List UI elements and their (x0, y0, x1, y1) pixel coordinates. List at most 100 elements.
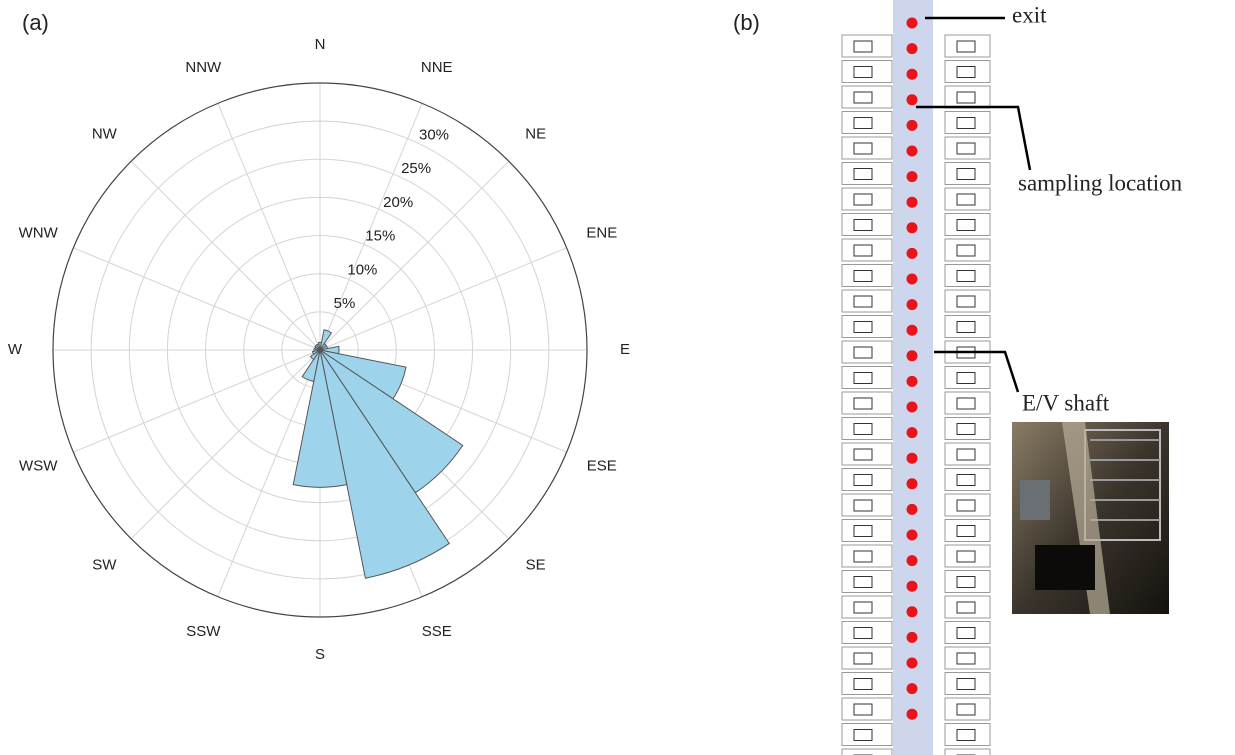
window (957, 679, 975, 690)
window (957, 169, 975, 180)
window (854, 194, 872, 205)
window (854, 296, 872, 307)
floor (842, 392, 892, 414)
direction-label: NW (92, 125, 118, 142)
floor (945, 418, 990, 440)
floor (842, 137, 892, 159)
sampling-point (907, 350, 918, 361)
sampling-point (907, 658, 918, 669)
window (854, 347, 872, 358)
grid-spoke (320, 161, 509, 350)
sampling-point (907, 581, 918, 592)
r-tick-label: 10% (347, 261, 377, 278)
floor (842, 290, 892, 312)
direction-label: SE (526, 557, 546, 574)
window (854, 679, 872, 690)
window (957, 526, 975, 537)
sampling-point (907, 43, 918, 54)
floor (842, 698, 892, 720)
direction-label: ESE (587, 458, 617, 475)
window (854, 398, 872, 409)
floor (945, 163, 990, 185)
r-tick-label: 20% (383, 194, 413, 211)
window (957, 398, 975, 409)
floor (842, 571, 892, 593)
sampling-point (907, 120, 918, 131)
window (957, 118, 975, 129)
sampling-point (907, 555, 918, 566)
window (854, 424, 872, 435)
sampling-point (907, 504, 918, 515)
floor (945, 188, 990, 210)
window (957, 92, 975, 103)
window (957, 67, 975, 78)
sampling-point (907, 453, 918, 464)
floor (842, 596, 892, 618)
floor (842, 724, 892, 746)
window (854, 271, 872, 282)
sampling-point (907, 376, 918, 387)
floor (842, 622, 892, 644)
window (854, 41, 872, 52)
floor (945, 520, 990, 542)
window (957, 653, 975, 664)
window (957, 475, 975, 486)
floor (945, 494, 990, 516)
floor (945, 392, 990, 414)
sampling-point (907, 146, 918, 157)
window (957, 373, 975, 384)
window (854, 500, 872, 511)
floor (945, 265, 990, 287)
window (957, 143, 975, 154)
annotation: exit (1012, 2, 1047, 27)
floor (945, 239, 990, 261)
sampling-point (907, 709, 918, 720)
floor (945, 469, 990, 491)
sampling-point (907, 69, 918, 80)
window (957, 602, 975, 613)
floor (842, 545, 892, 567)
floor (842, 86, 892, 108)
floor (842, 673, 892, 695)
grid-spoke (131, 350, 320, 539)
direction-label: WSW (19, 458, 58, 475)
window (854, 220, 872, 231)
direction-label: SSW (186, 623, 221, 640)
r-tick-label: 15% (365, 228, 395, 245)
floor (842, 469, 892, 491)
floor (842, 367, 892, 389)
window (957, 577, 975, 588)
floor (945, 545, 990, 567)
direction-label: NE (525, 125, 546, 142)
floor (842, 494, 892, 516)
window (854, 373, 872, 384)
floor (842, 341, 892, 363)
r-tick-label: 5% (334, 295, 356, 312)
window (854, 602, 872, 613)
floor (945, 647, 990, 669)
window (957, 296, 975, 307)
sampling-point (907, 222, 918, 233)
sampling-point (907, 427, 918, 438)
floor (842, 520, 892, 542)
direction-label: W (8, 341, 23, 358)
window (957, 194, 975, 205)
floor (842, 112, 892, 134)
floor (945, 61, 990, 83)
floor (945, 316, 990, 338)
window (854, 730, 872, 741)
floor (945, 290, 990, 312)
floor (842, 239, 892, 261)
grid-spoke (131, 161, 320, 350)
sampling-point (907, 171, 918, 182)
panel-label: (a) (22, 10, 49, 35)
floor (842, 61, 892, 83)
grid-spoke (73, 248, 320, 350)
direction-label: NNE (421, 59, 453, 76)
sampling-point (907, 530, 918, 541)
window (854, 704, 872, 715)
window (854, 449, 872, 460)
window (854, 92, 872, 103)
window (854, 118, 872, 129)
window (957, 424, 975, 435)
